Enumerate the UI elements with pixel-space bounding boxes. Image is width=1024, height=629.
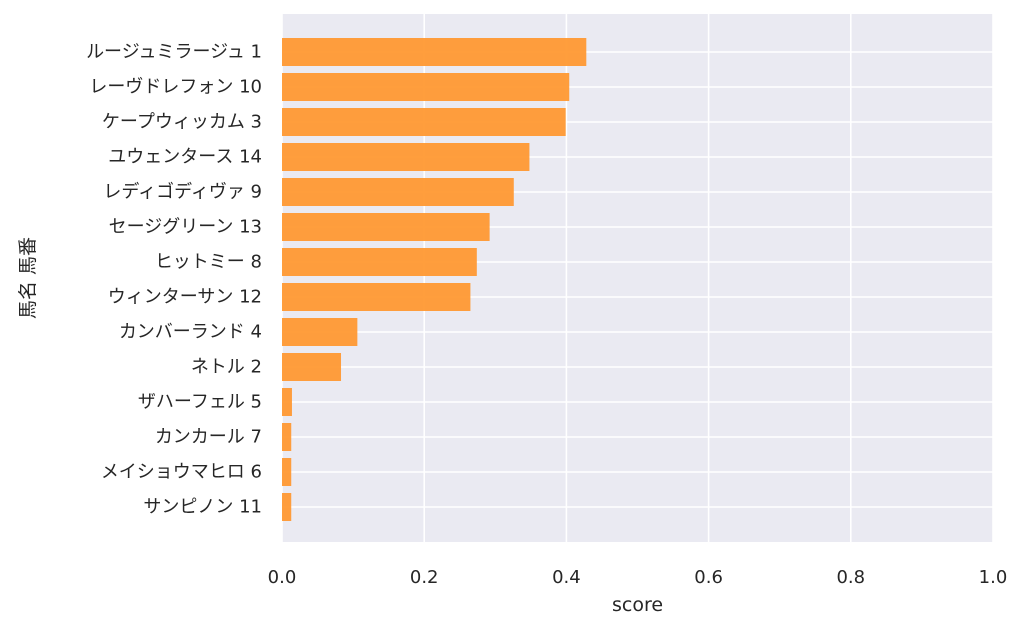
bar: [282, 388, 292, 416]
bar: [282, 73, 570, 101]
y-tick-label: ケープウィッカム 3: [102, 112, 262, 133]
y-tick-labels: ルージュミラージュ 1 レーヴドレフォン 10 ケープウィッカム 3 ユウェンタース …: [86, 42, 262, 518]
bar: [282, 423, 292, 451]
x-tick-label: 0.6: [694, 567, 723, 588]
y-tick-label: カンカール 7: [155, 427, 262, 448]
bar: [282, 283, 471, 311]
bar: [282, 458, 292, 486]
y-tick-label: レディゴディヴァ 9: [103, 182, 262, 203]
y-tick-label: ヒットミー 8: [155, 252, 262, 273]
y-tick-label: ルージュミラージュ 1: [86, 42, 262, 63]
bar: [282, 248, 477, 276]
y-tick-label: ユウェンタース 14: [108, 147, 262, 168]
y-tick-label: サンピノン 11: [143, 497, 262, 518]
bar: [282, 353, 342, 381]
bar: [282, 178, 514, 206]
bars: [282, 38, 587, 521]
x-tick-label: 0.2: [410, 567, 439, 588]
x-axis-title: score: [612, 594, 663, 616]
bar: [282, 493, 292, 521]
bar: [282, 108, 566, 136]
x-tick-labels: 0.0 0.2 0.4 0.6 0.8 1.0: [268, 567, 1008, 588]
x-tick-label: 0.0: [268, 567, 297, 588]
bar: [282, 143, 530, 171]
y-axis-title: 馬名 馬番: [17, 237, 39, 319]
plot-area: [282, 14, 993, 542]
y-tick-label: レーヴドレフォン 10: [89, 77, 262, 98]
y-tick-label: セージグリーン 13: [109, 217, 262, 238]
x-tick-label: 1.0: [979, 567, 1008, 588]
y-tick-label: カンバーランド 4: [119, 322, 262, 343]
y-tick-label: ネトル 2: [191, 357, 262, 378]
x-tick-label: 0.4: [552, 567, 581, 588]
y-tick-label: ウィンターサン 12: [108, 287, 262, 308]
y-tick-label: ザハーフェル 5: [138, 392, 262, 413]
bar: [282, 38, 587, 66]
y-tick-label: メイショウマヒロ 6: [101, 462, 262, 483]
x-tick-label: 0.8: [836, 567, 865, 588]
bar: [282, 318, 358, 346]
bar: [282, 213, 490, 241]
